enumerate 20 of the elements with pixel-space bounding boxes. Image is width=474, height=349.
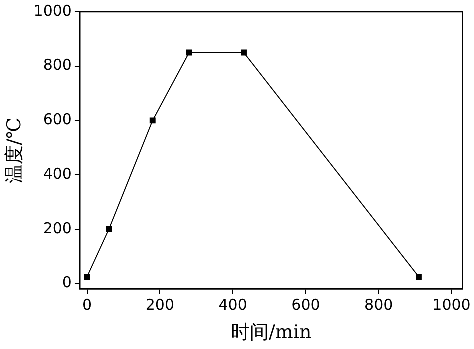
x-tick-label: 600	[292, 296, 320, 314]
x-axis-title: 时间/min	[230, 322, 312, 344]
y-axis-title: 温度/℃	[3, 118, 26, 184]
point	[150, 118, 156, 124]
y-tick-label: 400	[43, 164, 72, 183]
point	[186, 50, 192, 56]
y-tick-label: 600	[43, 110, 72, 129]
point	[241, 50, 247, 56]
y-tick-label: 200	[43, 219, 72, 238]
y-tick-label: 1000	[34, 2, 72, 20]
x-tick-label: 200	[146, 296, 174, 314]
point	[106, 226, 112, 232]
y-tick-label: 800	[43, 56, 72, 74]
x-tick-label: 800	[364, 296, 394, 314]
x-tick-label: 0	[82, 296, 92, 314]
x-tick-label: 1000	[432, 296, 471, 314]
point	[84, 274, 90, 280]
y-tick-label: 0	[62, 274, 72, 292]
x-tick-label: 400	[218, 296, 248, 314]
point	[416, 274, 422, 280]
